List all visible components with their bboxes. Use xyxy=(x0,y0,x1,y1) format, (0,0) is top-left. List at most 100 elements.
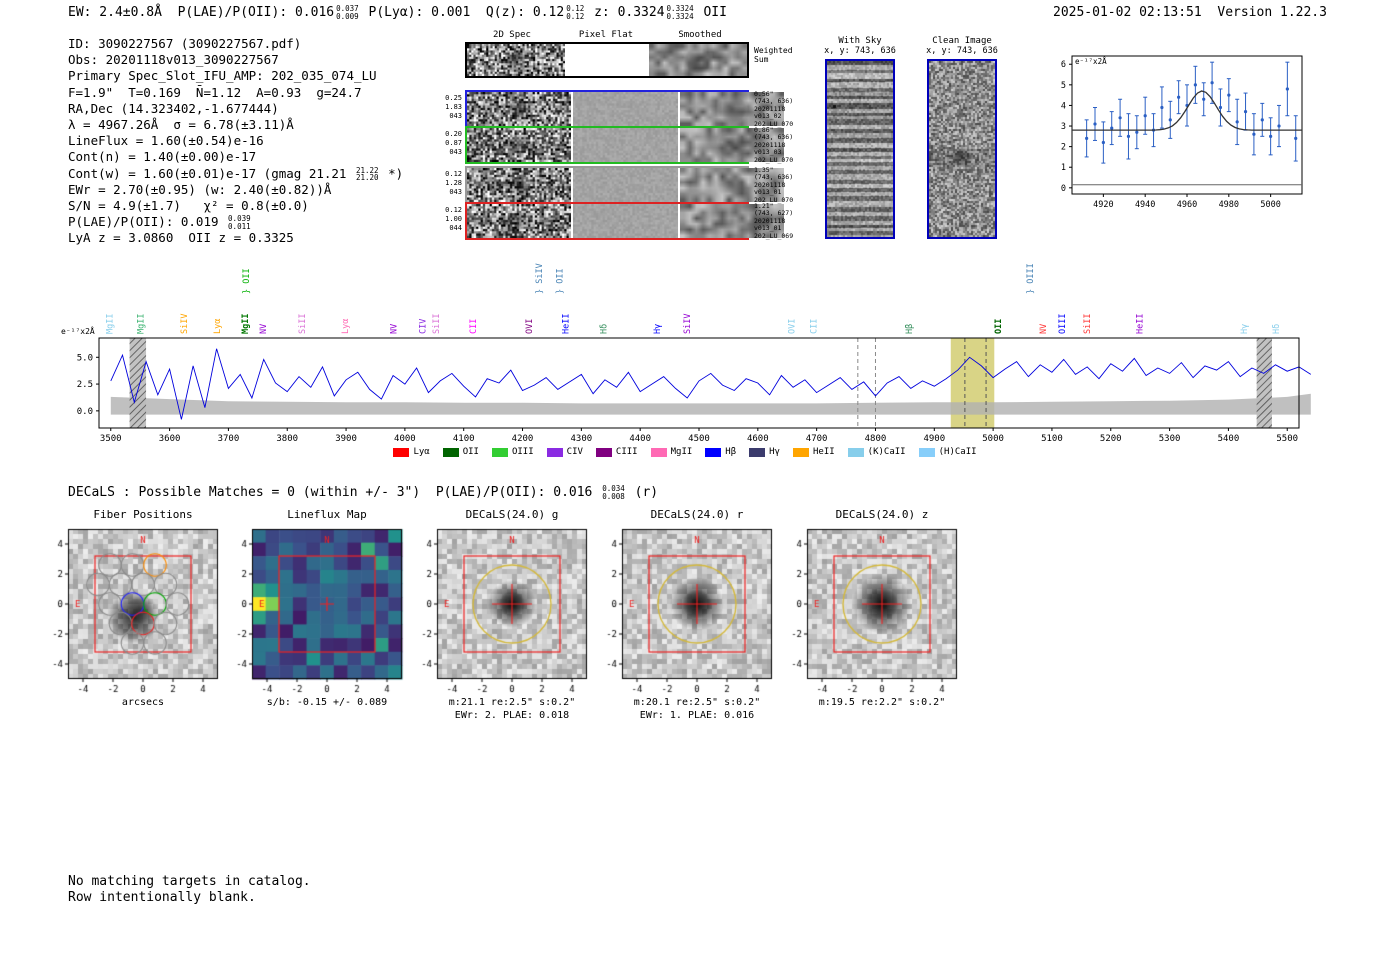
data-point xyxy=(1110,126,1114,130)
linefit-xtick: 4940 xyxy=(1135,200,1155,210)
row1-left-labels: 0.25 1.83 043 xyxy=(440,94,462,121)
right-label: 0.86" xyxy=(754,126,774,134)
spectrum-xtick: 4900 xyxy=(923,434,945,444)
text-run: EW: 2.4±0.8Å xyxy=(68,5,178,20)
data-point xyxy=(1285,87,1289,91)
panel-canvas-4 xyxy=(596,525,780,697)
data-point xyxy=(1202,97,1206,101)
legend-swatch xyxy=(749,447,766,457)
panel-title: DECaLS(24.0) g xyxy=(465,508,559,521)
info-line-13: LyA z = 3.0860 OII z = 0.3325 xyxy=(68,230,403,246)
row3-left-labels: 0.12 1.28 043 xyxy=(440,170,462,197)
data-point xyxy=(1277,124,1281,128)
emission-line-label: } OIII xyxy=(1026,263,1036,294)
emission-line-label: OIII xyxy=(1058,314,1068,334)
row1-2dspec-canvas xyxy=(467,92,572,126)
spectrum-xtick: 5200 xyxy=(1100,434,1122,444)
emission-line-label: Hβ xyxy=(905,324,915,334)
emission-line-label: HeII xyxy=(561,314,571,334)
data-point xyxy=(1294,136,1298,140)
text-run: EWr = 2.70(±0.95) (w: 2.40(±0.82))Å xyxy=(68,181,332,197)
panel-caption: arcsecs xyxy=(121,697,165,708)
legend-label: (H)CaII xyxy=(938,447,977,457)
weighted-sum-line: Sum xyxy=(754,55,769,64)
stacked-uncertainty: 0.3324 0.3324 xyxy=(667,5,694,20)
sub-value: 0.12 xyxy=(566,11,585,21)
legend-swatch xyxy=(595,447,612,457)
emission-line-label: Hδ xyxy=(1272,324,1282,334)
left-label: 1.00 xyxy=(445,215,462,223)
masked-region xyxy=(1256,338,1272,428)
linefit-ylabel: e⁻¹⁷x2Å xyxy=(1075,57,1107,66)
left-label: 044 xyxy=(449,224,462,232)
version: Version 1.22.3 xyxy=(1217,5,1327,20)
legend-item-6: MgII xyxy=(650,447,692,457)
row3-2dspec-canvas xyxy=(467,168,572,202)
info-line-7: LineFlux = 1.60(±0.54)e-16 xyxy=(68,133,403,149)
text-run: *) xyxy=(380,165,404,181)
sub-value: 21.20 xyxy=(355,173,379,183)
right-label: 202_LU_070 xyxy=(754,195,794,204)
right-label: v013_03 xyxy=(754,148,782,157)
spectrum-svg: 3500 3600 3700 3800 3900 4000 4100 4200 4300 4400… xyxy=(61,263,1312,444)
legend-item-7: Hβ xyxy=(705,447,736,457)
row2-smoothed-canvas xyxy=(679,128,784,162)
spectrum-legend: Lyα OII OIII CIV CIII MgII Hβ Hγ HeII (K)CaII (H)C… xyxy=(55,447,1315,457)
linefit-xtick: 5000 xyxy=(1260,200,1280,210)
panel-canvas-5 xyxy=(781,525,965,697)
data-point xyxy=(1093,122,1097,126)
sup-value: 0.039 xyxy=(228,214,251,224)
emission-line-label: OVI xyxy=(787,319,797,334)
sub-value: 0.009 xyxy=(336,11,359,21)
row2-left-labels: 0.20 0.87 043 xyxy=(440,130,462,157)
right-label: 202_LU_069 xyxy=(754,231,794,240)
linefit-ytick: 1 xyxy=(1061,163,1066,173)
emission-line-label: MgII xyxy=(241,314,251,334)
weighted-smoothed-canvas xyxy=(648,44,747,76)
sup-value: 0.037 xyxy=(336,4,359,13)
sup-value: 21.22 xyxy=(355,165,379,175)
spectrum-xtick: 3800 xyxy=(276,434,298,444)
left-label: 1.28 xyxy=(445,179,462,187)
spectrum-ytick: 2.5 xyxy=(77,380,93,390)
spectrum-xtick: 4000 xyxy=(394,434,416,444)
cutout-2: Clean Image x, y: 743, 636 xyxy=(922,36,1002,239)
data-point xyxy=(1177,95,1181,99)
info-line-1: ID: 3090227567 (3090227567.pdf) xyxy=(68,36,403,52)
data-point xyxy=(1160,105,1164,110)
spectrum-xtick: 3500 xyxy=(100,434,122,444)
legend-swatch xyxy=(650,447,667,457)
right-label: (743, 636) xyxy=(754,97,794,106)
spec2d-col-title-1: 2D Spec xyxy=(493,30,531,40)
data-point xyxy=(1143,114,1147,118)
right-label: 1.35" xyxy=(754,166,774,174)
row1-right-labels: 0.56" (743, 636) 20201118 v013_02 202_LU_070 xyxy=(754,90,810,128)
spectrum-xtick: 3600 xyxy=(159,434,181,444)
summary-line: EW: 2.4±0.8Å P(LAE)/P(OII): 0.016 0.037 0.… xyxy=(68,5,727,20)
spectrum-xtick: 5300 xyxy=(1159,434,1181,444)
panel-title: DECaLS(24.0) r xyxy=(650,508,744,521)
cutout-canvas-2 xyxy=(929,61,995,237)
right-label: v013_02 xyxy=(754,112,782,121)
left-label: 0.12 xyxy=(445,170,462,178)
linefit-svg: 0 1 2 3 4 5 6 4920 4940 4960 4980 5000 e⁻¹⁷x2Å xyxy=(1061,55,1303,210)
stacked-uncertainty: 0.037 0.009 xyxy=(336,5,359,20)
row3-pixelflat-canvas xyxy=(573,168,678,202)
row4-2dspec-canvas xyxy=(467,204,572,238)
emission-line-label: SiIV xyxy=(180,314,190,334)
sub-value: 0.008 xyxy=(602,491,625,501)
spectrum-xtick: 5500 xyxy=(1276,434,1298,444)
panel-4: DECaLS(24.0) r m:20.1 re:2.5" s:0.2" EWr: … xyxy=(596,508,780,722)
stacked-uncertainty: 0.034 0.008 xyxy=(602,485,625,500)
info-line-8: Cont(n) = 1.40(±0.00)e-17 xyxy=(68,149,403,165)
spectrum-xtick: 4600 xyxy=(747,434,769,444)
legend-item-2: OII xyxy=(442,447,479,457)
right-label: 20201118 xyxy=(754,140,786,149)
legend-item-9: HeII xyxy=(792,447,835,457)
panel-1: Fiber Positions arcsecs xyxy=(42,508,226,710)
spectrum-ylabel: e⁻¹⁷x2Å xyxy=(61,325,95,336)
detection-info-block: ID: 3090227567 (3090227567.pdf) Obs: 2020… xyxy=(68,36,403,247)
footer-line-2: Row intentionally blank. xyxy=(68,890,256,905)
panel-caption: s/b: -0.15 +/- 0.089 xyxy=(266,697,388,708)
